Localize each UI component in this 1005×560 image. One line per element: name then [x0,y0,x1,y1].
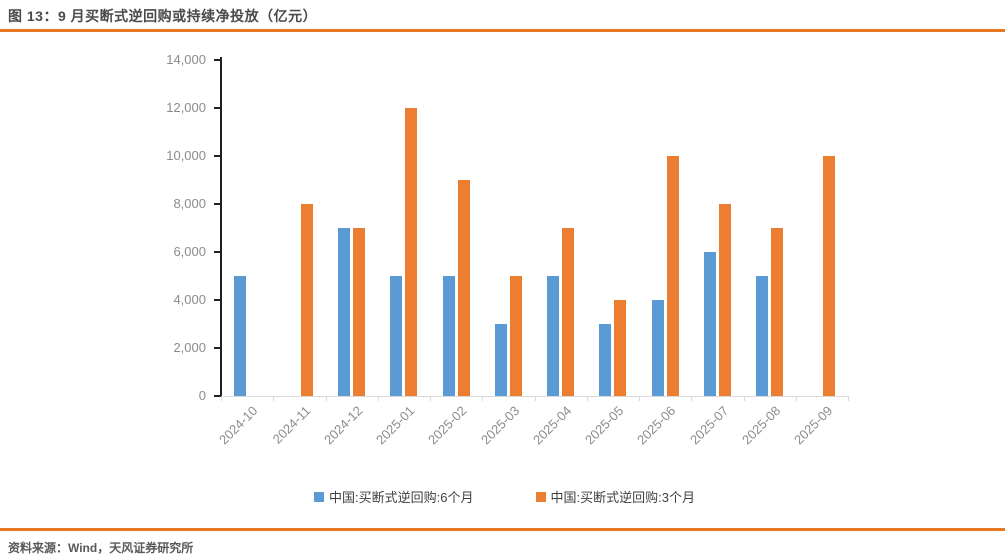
legend-swatch-icon [535,491,546,502]
bar-3m-2025-07 [718,204,731,396]
y-axis-tick [214,251,221,253]
x-axis-label-text: 2025-05 [582,403,627,448]
bar-6m-2025-08 [756,276,769,396]
x-axis-label-text: 2024-11 [269,403,313,447]
y-axis-tick [214,155,221,157]
x-axis-label-text: 2025-09 [791,403,836,448]
bar-6m-2024-10 [233,276,246,396]
y-axis-tick [214,107,221,109]
x-axis-label-text: 2024-12 [320,403,366,448]
y-axis-tick-label: 10,000 [166,148,206,163]
y-axis-line [220,57,222,397]
bar-3m-2024-11 [300,204,313,396]
bar-3m-2025-01 [405,108,418,396]
bottom-accent-rule [0,528,1005,531]
x-axis-label-text: 2025-07 [686,403,731,448]
y-axis-tick [214,299,221,301]
y-axis-tick [214,347,221,349]
x-axis-tick [795,396,797,401]
x-axis-tick [848,396,849,401]
x-axis-tick [273,396,275,401]
figure-title: 图 13：9 月买断式逆回购或持续净投放（亿元） [8,8,318,24]
legend-label: 中国:买断式逆回购:6个月 [329,490,474,505]
legend-swatch-icon [314,491,325,502]
y-axis-tick-label: 2,000 [173,340,206,355]
x-axis-label-text: 2025-02 [425,403,470,448]
bar-3m-2024-12 [353,228,366,396]
y-axis-tick [214,59,221,61]
x-axis-tick [743,396,745,401]
y-axis-tick [214,395,221,397]
x-axis-tick [534,396,536,401]
x-axis-tick [691,396,693,401]
x-axis-tick [377,396,379,401]
y-axis-tick-label: 6,000 [173,244,206,259]
bar-3m-2025-06 [666,156,679,396]
bar-3m-2025-02 [457,180,470,396]
bar-6m-2025-02 [442,276,455,396]
bar-6m-2025-05 [599,324,612,396]
x-axis-tick [325,396,327,401]
y-axis-tick [214,203,221,205]
top-accent-rule [0,29,1005,32]
chart-canvas: 0 2,000 4,000 6,000 8,000 10,000 12,000 14,000 2… [141,33,868,525]
x-axis-tick [482,396,484,401]
x-axis-tick [586,396,588,401]
x-axis-tick [639,396,640,401]
y-axis-tick-label: 14,000 [166,52,206,67]
x-axis-tick [430,396,431,401]
x-axis-label-text: 2025-01 [373,403,418,448]
bar-6m-2025-06 [651,300,664,396]
y-axis-tick-label: 8,000 [173,196,206,211]
x-axis-tick [221,396,222,401]
legend-label: 中国:买断式逆回购:3个月 [550,490,695,505]
bar-3m-2025-04 [562,228,575,396]
x-axis-label-text: 2025-06 [634,403,679,448]
bar-6m-2025-03 [494,324,507,396]
y-axis-tick-label: 4,000 [173,292,206,307]
bar-6m-2025-07 [703,252,716,396]
y-axis-tick-label: 12,000 [166,100,206,115]
x-axis-label-text: 2024-10 [216,403,261,448]
legend-item-3m: 中国:买断式逆回购:3个月 [535,487,695,506]
chart-legend: 中国:买断式逆回购:6个月 中国:买断式逆回购:3个月 [141,487,868,506]
bar-3m-2025-09 [823,156,836,396]
source-note: 资料来源：Wind，天风证券研究所 [8,541,194,555]
bar-3m-2025-03 [509,276,522,396]
x-axis-label-text: 2025-04 [529,403,575,448]
bar-6m-2024-12 [338,228,351,396]
bar-6m-2025-04 [547,276,560,396]
y-axis-tick-label: 0 [198,388,206,403]
bar-6m-2025-01 [390,276,403,396]
bar-3m-2025-08 [771,228,784,396]
legend-item-6m: 中国:买断式逆回购:6个月 [314,487,474,506]
x-axis-label-text: 2025-03 [477,403,522,448]
x-axis-label-text: 2025-08 [738,403,784,448]
bar-3m-2025-05 [614,300,627,396]
